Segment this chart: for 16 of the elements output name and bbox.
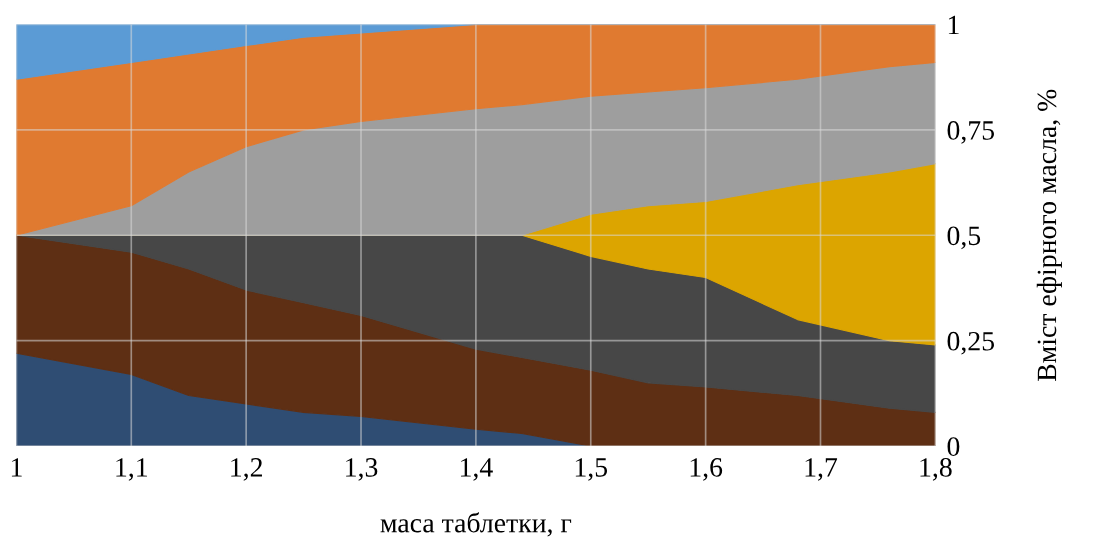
x-tick-label: 1,5 (575, 458, 608, 481)
x-tick-label: 1 (11, 458, 22, 477)
x-tick-label: 1,4 (460, 458, 493, 481)
y-tick-label: 1 (948, 15, 959, 35)
x-tick-label: 1,2 (231, 458, 262, 481)
y-tick-label: 0,25 (947, 331, 995, 355)
x-tick-label: 1,3 (346, 458, 378, 481)
y-axis-title: Вміст ефірного масла, % (1036, 89, 1062, 382)
y-tick-label: 0,75 (947, 121, 995, 144)
y-tick-label: 0,5 (947, 226, 981, 250)
y-tick-label: 0 (947, 437, 960, 456)
x-tick-label: 1,6 (690, 458, 723, 481)
x-tick-label: 1,7 (805, 458, 838, 481)
x-tick-label: 1,1 (116, 458, 147, 481)
x-axis-title: маса таблетки, г (380, 512, 572, 537)
x-tick-label: 1,8 (920, 457, 952, 481)
